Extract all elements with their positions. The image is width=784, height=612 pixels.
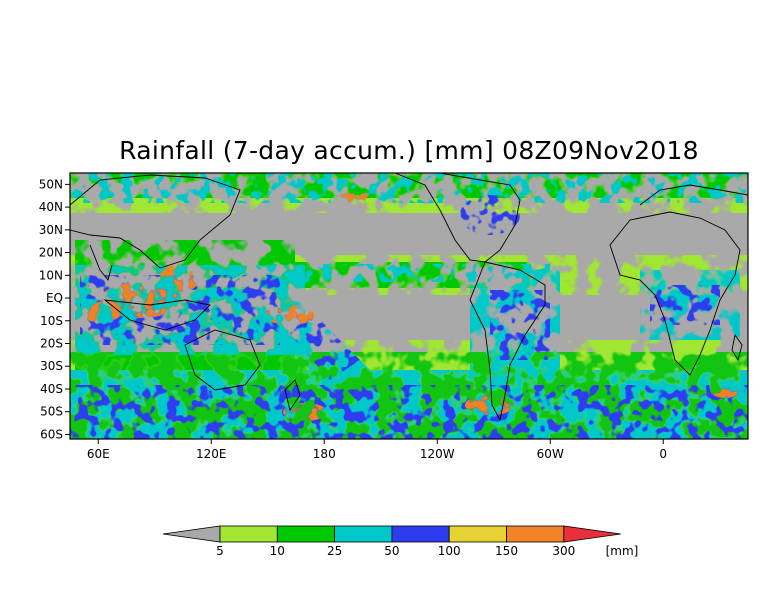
- colorbar-label: 150: [495, 544, 518, 558]
- colorbar-label: 25: [327, 544, 342, 558]
- colorbar-label: 100: [438, 544, 461, 558]
- lon-tick-label: 120E: [196, 447, 227, 461]
- colorbar-bin: [219, 525, 278, 543]
- colorbar-bin: [391, 525, 450, 543]
- colorbar-label: 50: [384, 544, 399, 558]
- colorbar-label: 300: [552, 544, 575, 558]
- colorbar: 5 10 25 50 100 150 300 [mm]: [162, 525, 639, 558]
- lat-tick-label: 20S: [40, 337, 63, 351]
- lat-tick-label: 40N: [39, 200, 63, 214]
- lon-tick-label: 0: [659, 447, 667, 461]
- map-frame: [69, 172, 749, 440]
- lat-tick-label: 50N: [39, 177, 63, 191]
- colorbar-over-triangle: [563, 525, 621, 543]
- axis-ticks: 50N 40N 30N 20N 10N EQ 10S 20S 30S 40S 50S 60S 60E 12…: [39, 177, 667, 461]
- lat-tick-label: 30N: [39, 223, 63, 237]
- colorbar-unit: [mm]: [606, 544, 639, 558]
- coastlines: [70, 173, 748, 422]
- lat-tick-label: 30S: [40, 359, 63, 373]
- lat-tick-label: 20N: [39, 246, 63, 260]
- lon-tick-label: 120W: [420, 447, 455, 461]
- lat-tick-label: 10N: [39, 268, 63, 282]
- lat-tick-label: EQ: [46, 291, 63, 305]
- lon-tick-label: 60E: [87, 447, 110, 461]
- lon-tick-label: 180: [313, 447, 336, 461]
- colorbar-bin: [448, 525, 507, 543]
- colorbar-bin: [334, 525, 393, 543]
- rainfall-field: [70, 173, 748, 439]
- lat-tick-label: 10S: [40, 314, 63, 328]
- colorbar-label: 5: [216, 544, 224, 558]
- colorbar-under-triangle: [162, 525, 221, 543]
- map-title: Rainfall (7-day accum.) [mm] 08Z09Nov201…: [119, 136, 699, 165]
- colorbar-label: 10: [270, 544, 285, 558]
- lat-tick-label: 60S: [40, 427, 63, 441]
- lat-tick-label: 50S: [40, 405, 63, 419]
- lon-tick-label: 60W: [537, 447, 564, 461]
- lat-tick-label: 40S: [40, 382, 63, 396]
- colorbar-bin: [506, 525, 565, 543]
- colorbar-bin: [276, 525, 335, 543]
